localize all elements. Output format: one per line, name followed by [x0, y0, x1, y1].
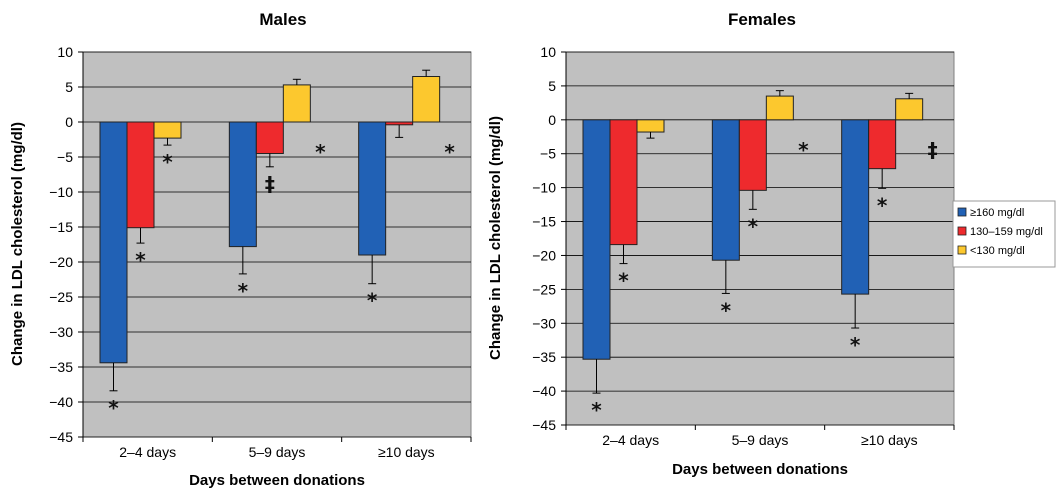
y-tick-label: 10 [540, 44, 556, 60]
significance-mark: * [162, 150, 173, 174]
significance-mark: * [591, 398, 602, 422]
y-tick-label: −10 [532, 180, 556, 196]
significance-mark: * [748, 214, 759, 238]
significance-mark: * [238, 279, 249, 303]
y-tick-label: −15 [532, 214, 556, 230]
legend-swatch [957, 245, 967, 255]
bar [738, 119, 767, 191]
significance-mark: * [315, 140, 326, 164]
significance-mark: * [108, 396, 119, 420]
legend-box [952, 200, 1056, 268]
legend-swatch [957, 207, 967, 217]
y-tick-label: −20 [532, 247, 556, 263]
bar [609, 119, 638, 246]
significance-mark: * [135, 248, 146, 272]
x-tick-label: 2–4 days [602, 432, 659, 448]
y-tick-label: −35 [49, 359, 73, 375]
bar [282, 84, 311, 123]
bar [412, 76, 441, 123]
y-tick-label: −35 [532, 349, 556, 365]
y-tick-label: 10 [57, 44, 73, 60]
x-tick-label: ≥10 days [861, 432, 918, 448]
x-tick-label: ≥10 days [378, 444, 435, 460]
bar [636, 119, 665, 133]
significance-mark: ‡ [265, 172, 275, 196]
y-tick-label: −25 [49, 289, 73, 305]
legend-entry: <130 mg/dl [970, 245, 1025, 257]
y-tick-label: −10 [49, 184, 73, 200]
significance-mark: * [721, 298, 732, 322]
y-tick-label: −20 [49, 254, 73, 270]
bar [711, 119, 740, 261]
bar [153, 121, 182, 139]
plot-area [82, 51, 472, 438]
x-tick-label: 2–4 days [119, 444, 176, 460]
significance-mark: * [444, 140, 455, 164]
y-tick-label: −40 [49, 394, 73, 410]
bar [228, 121, 257, 248]
legend-swatch [957, 226, 967, 236]
y-tick-label: −45 [49, 429, 73, 445]
x-tick-label: 5–9 days [732, 432, 789, 448]
legend: ≥160 mg/dl 130–159 mg/dl <130 mg/dl [952, 200, 1056, 268]
y-axis-title: Change in LDL cholesterol (mg/dl) [9, 122, 26, 366]
x-axis-title: Days between donations [672, 461, 848, 478]
significance-mark: * [877, 193, 888, 217]
significance-mark: * [798, 138, 809, 162]
y-tick-label: 0 [548, 112, 556, 128]
y-tick-label: −30 [532, 315, 556, 331]
bar [841, 119, 870, 295]
x-tick-label: 5–9 days [249, 444, 306, 460]
y-tick-label: 0 [65, 114, 73, 130]
bar [126, 121, 155, 229]
y-tick-label: −5 [57, 149, 73, 165]
y-tick-label: −40 [532, 383, 556, 399]
y-axis-title: Change in LDL cholesterol (mg/dl) [487, 116, 504, 360]
y-tick-label: −30 [49, 324, 73, 340]
bar [99, 121, 128, 364]
chart-title: Females [728, 10, 796, 29]
bar [868, 119, 897, 170]
bar [255, 121, 284, 154]
y-tick-label: −45 [532, 417, 556, 433]
y-tick-label: 5 [548, 78, 556, 94]
legend-entry: 130–159 mg/dl [970, 226, 1043, 238]
bar [358, 121, 387, 256]
significance-mark: * [367, 289, 378, 313]
significance-mark: ‡ [928, 138, 938, 162]
significance-mark: * [850, 333, 861, 357]
x-axis-title: Days between donations [189, 472, 365, 489]
males-panel: 10 5 0 −5 −10 −15 −20 −25 −30 −35 −40 −45 * * * 2–4 day… [9, 10, 472, 489]
y-tick-label: −5 [540, 146, 556, 162]
bar [895, 98, 924, 121]
bar [765, 95, 794, 121]
y-tick-label: 5 [65, 79, 73, 95]
chart-title: Males [259, 10, 306, 29]
bar [582, 119, 611, 360]
y-tick-label: −15 [49, 219, 73, 235]
bar [385, 121, 414, 126]
y-tick-label: −25 [532, 281, 556, 297]
legend-entry: ≥160 mg/dl [970, 207, 1024, 219]
significance-mark: * [618, 269, 629, 293]
